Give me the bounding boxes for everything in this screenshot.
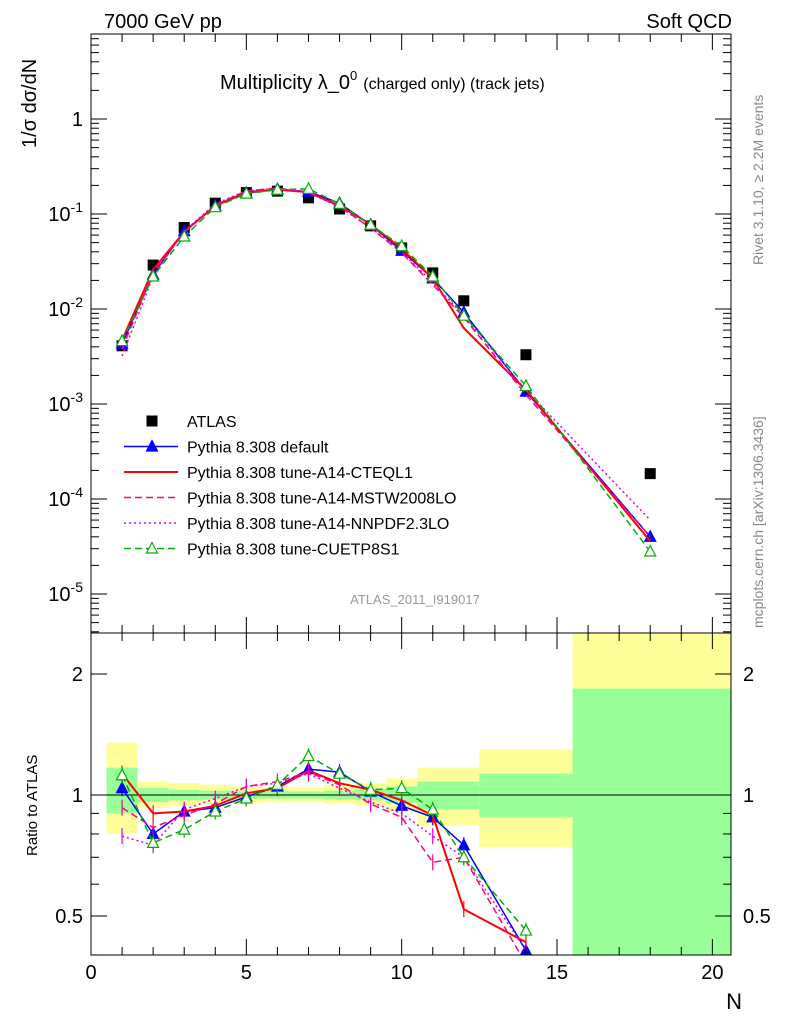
data-point	[239, 186, 253, 199]
legend-swatch-marker	[145, 541, 159, 554]
legend-item: Pythia 8.308 default	[124, 439, 329, 457]
main-y-tick-label: 10-1	[48, 199, 83, 226]
data-point	[270, 182, 284, 195]
data-point	[458, 295, 470, 307]
ratio-y-tick-label: 2	[72, 664, 83, 686]
ratio-y-tick-label: 0.5	[55, 906, 83, 928]
main-axes: 10-5 10-4 10-3 10-2 10-1 1	[48, 34, 731, 633]
data-point	[426, 269, 440, 282]
legend-item: Pythia 8.308 tune-A14-NNPDF2.3LO	[124, 516, 449, 533]
data-point	[146, 269, 160, 282]
ratio-point	[519, 923, 533, 936]
data-point	[301, 181, 315, 194]
main-y-tick-label: 10-4	[48, 484, 83, 511]
legend-item: ATLAS	[146, 414, 237, 431]
legend: ATLAS Pythia 8.308 default Pythia 8.308 tu…	[124, 414, 456, 559]
data-point	[520, 349, 532, 361]
data-point	[208, 199, 222, 213]
data-point	[644, 468, 656, 480]
main-y-tick-label: 10-3	[48, 389, 83, 416]
mcplots-label: mcplots.cern.ch [arXiv:1306.3436]	[750, 416, 766, 628]
header-right: Soft QCD	[646, 11, 732, 33]
legend-label: ATLAS	[187, 414, 237, 431]
ratio-point	[395, 780, 409, 794]
ratio-point	[333, 766, 347, 779]
legend-item: Pythia 8.308 tune-CUETP8S1	[124, 541, 400, 559]
ratio-y-tick-label-right: 0.5	[743, 906, 771, 928]
stat-uncertainty-band	[572, 688, 731, 955]
legend-label: Pythia 8.308 tune-A14-NNPDF2.3LO	[187, 516, 449, 533]
ratio-point	[301, 748, 315, 762]
main-series-layer	[115, 181, 657, 557]
stat-uncertainty-band	[417, 781, 480, 810]
data-point	[177, 229, 191, 242]
x-axis-label: N	[726, 989, 742, 1014]
ratio-axes: 0.5 0.51 12 20 5 10 15 20	[55, 633, 771, 984]
legend-item: Pythia 8.308 tune-A14-MSTW2008LO	[124, 491, 456, 508]
series-line	[121, 188, 651, 552]
ratio-series-pythia-8-308-tune-cuetp8s1	[115, 748, 533, 939]
legend-swatch-marker	[146, 415, 158, 427]
main-panel: 10-5 10-4 10-3 10-2 10-1 1	[48, 33, 732, 634]
main-series-pythia-8-308-tune-a14-mstw2008lo	[121, 187, 651, 538]
legend-swatch-marker	[145, 439, 159, 452]
data-point	[457, 308, 471, 321]
data-point	[334, 203, 346, 215]
series-line	[121, 187, 651, 538]
chart-title: Multiplicity λ_00 (charged only) (track j…	[220, 68, 545, 94]
data-point	[643, 544, 657, 557]
chart-title-main: Multiplicity λ_0	[220, 72, 350, 94]
legend-item: Pythia 8.308 tune-A14-CTEQL1	[124, 465, 413, 482]
main-y-tick-label: 10-5	[48, 579, 83, 606]
x-tick-label: 10	[391, 962, 413, 984]
ratio-point	[115, 780, 129, 794]
ratio-uncertainty-bands	[106, 633, 731, 955]
main-series-pythia-8-308-tune-cuetp8s1	[115, 181, 657, 557]
x-tick-label: 0	[85, 962, 96, 984]
main-y-tick-label: 10-2	[48, 294, 83, 321]
ratio-frame	[90, 632, 732, 956]
legend-label: Pythia 8.308 tune-A14-CTEQL1	[187, 465, 413, 482]
ratio-point	[239, 791, 253, 804]
legend-label: Pythia 8.308 tune-A14-MSTW2008LO	[187, 491, 456, 508]
x-tick-label: 5	[241, 962, 252, 984]
ratio-series-layer	[115, 748, 533, 955]
ratio-y-tick-label-right: 2	[743, 664, 754, 686]
main-y-tick-label: 1	[72, 109, 83, 131]
ratio-point	[177, 822, 191, 835]
legend-label: Pythia 8.308 default	[187, 440, 329, 457]
main-y-axis-label: 1/σ dσ/dN	[19, 59, 41, 148]
legend-label: Pythia 8.308 tune-CUETP8S1	[187, 542, 400, 559]
header-left: 7000 GeV pp	[104, 11, 222, 33]
data-point	[364, 217, 378, 230]
chart-title-sup: 0	[350, 68, 357, 83]
ratio-point	[208, 804, 222, 817]
ratio-point	[115, 767, 129, 781]
ratio-y-axis-label: Ratio to ATLAS	[24, 755, 41, 856]
ratio-point	[270, 777, 284, 790]
data-point	[519, 378, 533, 392]
ratio-point	[146, 835, 160, 849]
ratio-point	[426, 802, 440, 815]
x-tick-label: 20	[701, 962, 723, 984]
analysis-watermark: ATLAS_2011_I919017	[350, 592, 480, 607]
data-point	[115, 333, 129, 347]
ratio-panel: 0.5 0.51 12 20 5 10 15 20	[55, 632, 771, 984]
data-point	[395, 238, 409, 252]
data-point	[302, 192, 314, 204]
rivet-label: Rivet 3.1.10, ≥ 2.2M events	[750, 95, 766, 265]
ratio-y-tick-label: 1	[72, 785, 83, 807]
ratio-point	[364, 782, 378, 795]
data-point	[333, 196, 347, 209]
ratio-point	[457, 849, 471, 863]
ratio-y-tick-label-right: 1	[743, 785, 754, 807]
chart-title-tail: (charged only) (track jets)	[363, 76, 544, 93]
data-point	[147, 259, 159, 271]
x-tick-label: 15	[546, 962, 568, 984]
